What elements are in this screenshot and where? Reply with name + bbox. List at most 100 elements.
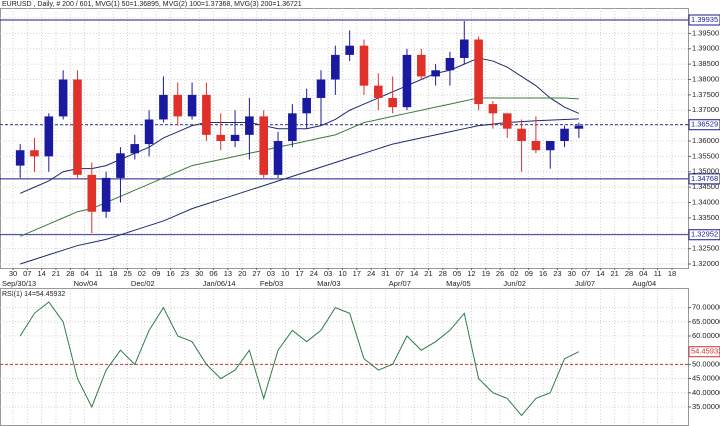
x-tick-label: 11 bbox=[654, 269, 662, 278]
month-label: Mar/03 bbox=[317, 279, 340, 288]
y-tick-label: 65.00000 bbox=[692, 317, 720, 326]
x-tick-label: 03 bbox=[267, 269, 275, 278]
candle-body bbox=[502, 113, 512, 129]
x-tick-label: 10 bbox=[338, 269, 346, 278]
x-tick-label: 04 bbox=[639, 269, 647, 278]
x-tick-label: 31 bbox=[381, 269, 389, 278]
x-tick-label: 06 bbox=[209, 269, 217, 278]
candle-body bbox=[44, 116, 54, 157]
value-box bbox=[688, 173, 720, 185]
rsi-title: RSI(1) 14=54.45932 bbox=[2, 291, 65, 298]
y-tick-label: 1.32000 bbox=[692, 259, 719, 268]
candle-body bbox=[488, 104, 498, 114]
candle-body bbox=[216, 134, 226, 141]
x-tick-label: 30 bbox=[9, 269, 17, 278]
candle-body bbox=[517, 128, 526, 141]
x-tick-label: 07 bbox=[582, 269, 590, 278]
y-tick-label: 1.35500 bbox=[692, 151, 719, 160]
value-box-label: 1.32952 bbox=[691, 230, 718, 239]
candle-body bbox=[474, 39, 483, 105]
month-label: Feb/03 bbox=[260, 279, 283, 288]
x-tick-label: 02 bbox=[138, 269, 146, 278]
candle-body bbox=[574, 125, 584, 129]
y-tick-label: 1.38000 bbox=[692, 74, 719, 83]
candle-body bbox=[359, 45, 369, 86]
y-tick-label: 1.35000 bbox=[692, 167, 719, 176]
y-tick-label: 1.32500 bbox=[692, 244, 719, 253]
candle-body bbox=[187, 94, 197, 117]
y-tick-label: 1.37000 bbox=[692, 105, 719, 114]
y-tick-label: 70.00000 bbox=[692, 303, 720, 312]
x-tick-label: 07 bbox=[396, 269, 404, 278]
candle-body bbox=[202, 94, 211, 135]
value-box-label: 1.39935 bbox=[691, 15, 718, 24]
y-tick-label: 1.33500 bbox=[692, 213, 719, 222]
month-label: May/05 bbox=[446, 279, 471, 288]
month-label: Apr/07 bbox=[389, 279, 411, 288]
price-panel bbox=[0, 8, 689, 269]
x-tick-label: 28 bbox=[66, 269, 74, 278]
candle-body bbox=[331, 54, 340, 80]
candle-body bbox=[560, 128, 569, 141]
y-tick-label: 45.00000 bbox=[692, 374, 720, 383]
candle-body bbox=[545, 140, 555, 151]
candle-body bbox=[159, 94, 168, 120]
y-tick-label: 1.39000 bbox=[692, 44, 719, 53]
candle-body bbox=[230, 134, 240, 141]
x-tick-label: 30 bbox=[195, 269, 203, 278]
candle-body bbox=[273, 140, 283, 175]
candle-body bbox=[402, 54, 412, 108]
candle-body bbox=[259, 116, 269, 175]
candle-body bbox=[445, 57, 455, 71]
month-label: Nov/04 bbox=[74, 279, 98, 288]
value-box bbox=[688, 346, 720, 358]
x-tick-label: 10 bbox=[281, 269, 289, 278]
x-tick-label: 12 bbox=[467, 269, 475, 278]
x-tick-label: 02 bbox=[510, 269, 518, 278]
candle-body bbox=[87, 174, 97, 212]
x-tick-label: 21 bbox=[52, 269, 60, 278]
candle-body bbox=[73, 79, 82, 175]
candle-body bbox=[15, 150, 25, 166]
line-series bbox=[19, 57, 580, 194]
value-box bbox=[688, 229, 720, 241]
candle-body bbox=[30, 150, 39, 157]
x-tick-label: 14 bbox=[596, 269, 604, 278]
x-tick-label: 05 bbox=[453, 269, 461, 278]
y-tick-label: 1.36000 bbox=[692, 136, 719, 145]
x-tick-label: 03 bbox=[324, 269, 332, 278]
month-label: Aug/04 bbox=[632, 279, 656, 288]
candle-body bbox=[288, 113, 297, 141]
candle-body bbox=[388, 97, 397, 108]
x-tick-label: 09 bbox=[525, 269, 533, 278]
x-tick-label: 30 bbox=[568, 269, 576, 278]
line-series bbox=[19, 97, 579, 237]
candle-body bbox=[345, 45, 354, 55]
x-tick-label: 27 bbox=[252, 269, 260, 278]
x-tick-label: 23 bbox=[553, 269, 561, 278]
candle-body bbox=[302, 97, 311, 114]
candle-body bbox=[245, 116, 254, 135]
y-tick-label: 1.37500 bbox=[692, 90, 719, 99]
value-box-label: 1.34768 bbox=[691, 174, 718, 183]
y-tick-label: 1.34000 bbox=[692, 197, 719, 206]
x-tick-label: 13 bbox=[224, 269, 232, 278]
x-tick-label: 17 bbox=[295, 269, 303, 278]
x-tick-label: 24 bbox=[367, 269, 375, 278]
candle-body bbox=[531, 140, 541, 151]
x-tick-label: 16 bbox=[166, 269, 174, 278]
candle-body bbox=[459, 39, 469, 58]
month-label: Jul/07 bbox=[575, 279, 595, 288]
line-series bbox=[20, 118, 579, 265]
y-tick-label: 1.39500 bbox=[692, 28, 719, 37]
y-tick-label: 60.00000 bbox=[692, 331, 720, 340]
candle-body bbox=[431, 70, 440, 77]
value-box bbox=[688, 119, 720, 131]
value-box-label: 1.36529 bbox=[691, 120, 718, 129]
x-tick-label: 04 bbox=[80, 269, 88, 278]
month-label: Dec/02 bbox=[131, 279, 155, 288]
x-tick-label: 09 bbox=[152, 269, 160, 278]
x-tick-label: 16 bbox=[539, 269, 547, 278]
x-tick-label: 18 bbox=[668, 269, 676, 278]
